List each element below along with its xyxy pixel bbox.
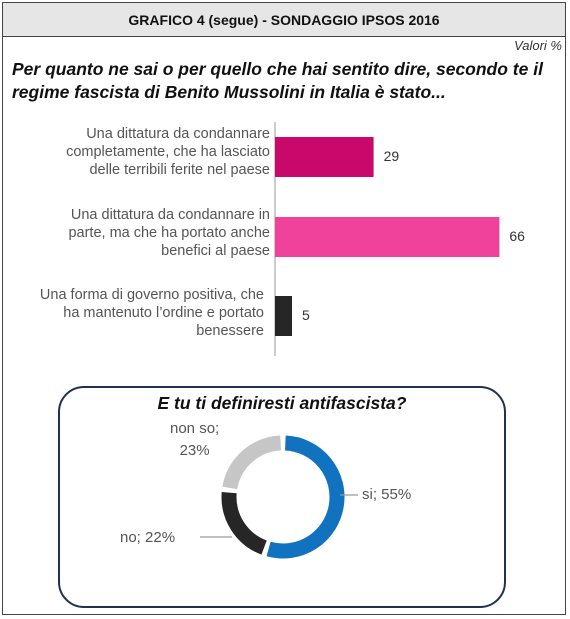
donut-slice-si	[266, 435, 345, 559]
donut-question: E tu ti definiresti antifascista?	[157, 393, 407, 413]
units-label: Valori %	[514, 38, 562, 53]
donut-panel	[58, 386, 506, 608]
bar-value-governo-positivo: 5	[302, 307, 310, 323]
bar-label-dittatura-completamente: Una dittatura da condannare completament…	[66, 126, 270, 178]
header-title: GRAFICO 4 (segue) - SONDAGGIO IPSOS 2016	[128, 11, 440, 28]
donut-slice-no	[221, 491, 268, 555]
donut-label-si: si; 55%	[362, 486, 412, 503]
bar-label-dittatura-in-parte: Una dittatura da condannare in parte, ma…	[68, 207, 270, 259]
bar-chart-question: Per quanto ne sai o per quello che hai s…	[12, 59, 543, 102]
donut-label-no: no; 22%	[120, 529, 176, 546]
bar-governo-positivo	[275, 296, 292, 336]
bar-value-dittatura-completamente: 29	[383, 148, 400, 164]
bar-dittatura-in-parte	[275, 217, 500, 257]
figure-header: GRAFICO 4 (segue) - SONDAGGIO IPSOS 2016	[3, 3, 565, 37]
donut-slice-non-so	[222, 435, 282, 490]
bar-dittatura-completamente	[275, 137, 374, 177]
bar-value-dittatura-in-parte: 66	[509, 228, 525, 244]
donut-label-non-so: non so; 23%	[170, 420, 220, 459]
bar-label-governo-positivo: Una forma di governo positiva, che ha ma…	[39, 287, 264, 339]
